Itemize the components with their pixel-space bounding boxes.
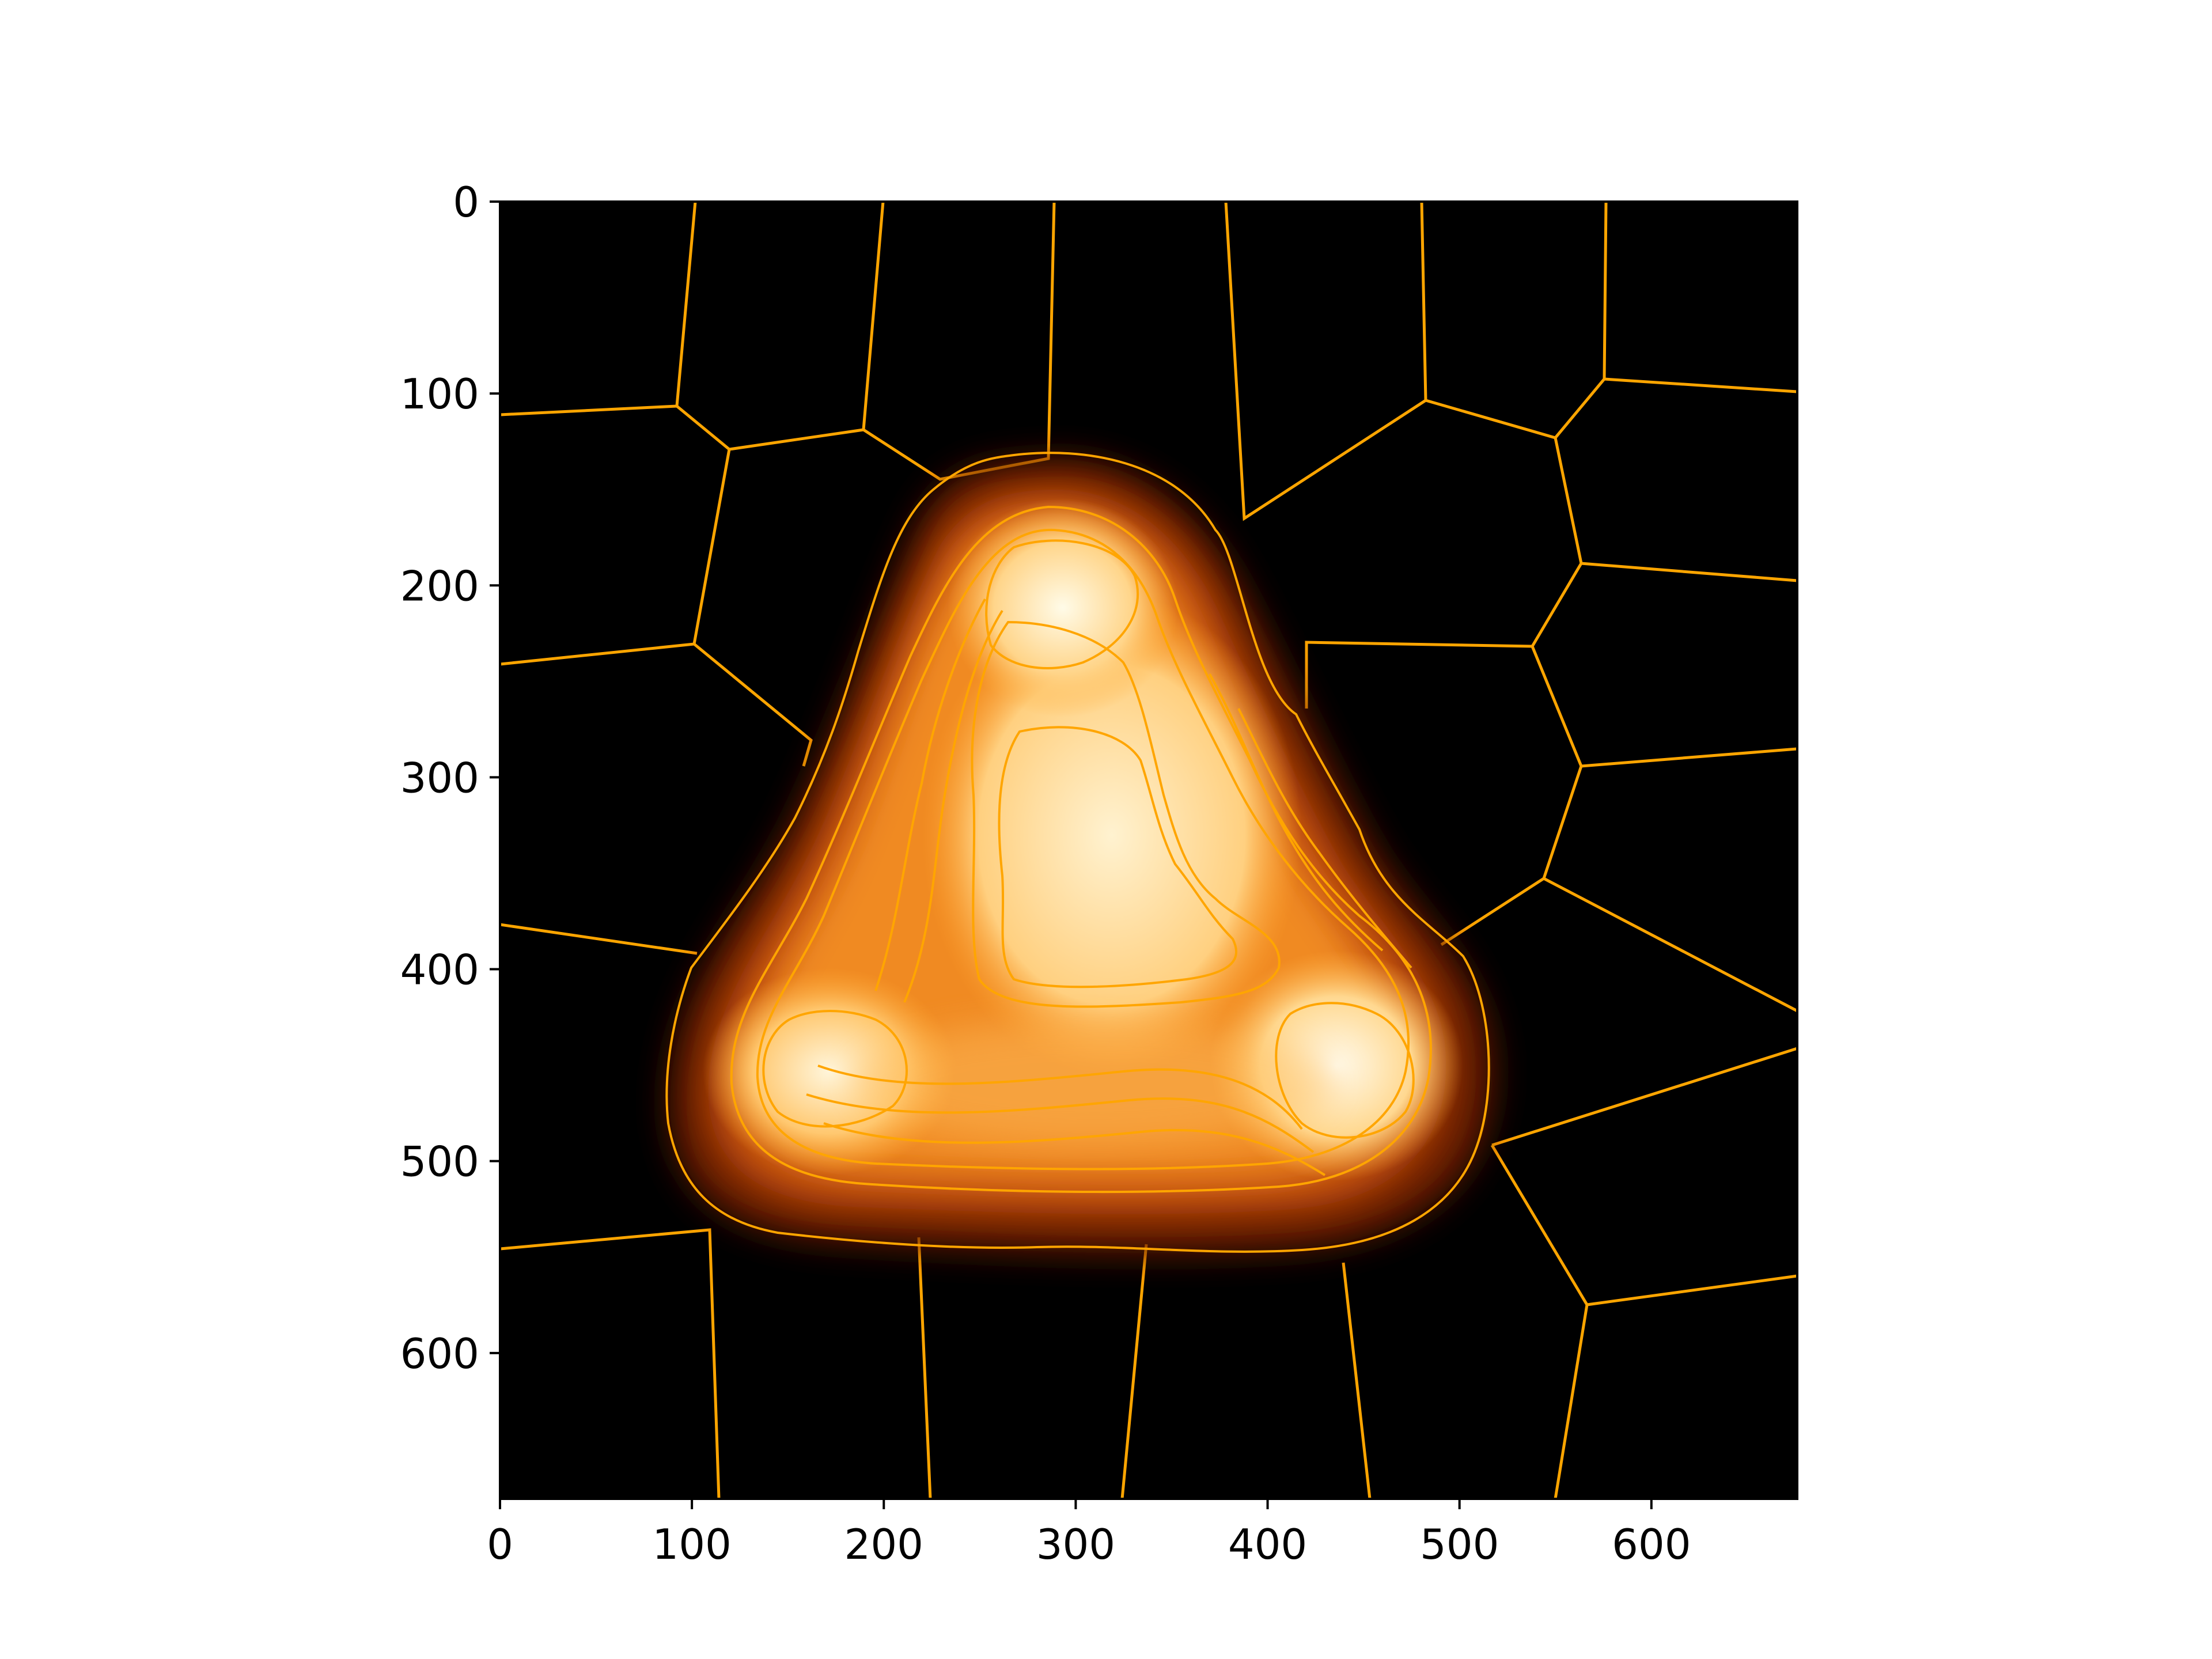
x-tick-label: 300 xyxy=(1036,1520,1115,1569)
axes-frame xyxy=(499,200,1798,1500)
y-tick-label: 400 xyxy=(400,946,479,994)
x-tick-label: 400 xyxy=(1228,1520,1307,1569)
x-tick-label: 500 xyxy=(1420,1520,1499,1569)
y-tick-label: 600 xyxy=(400,1330,479,1378)
y-tick-label: 500 xyxy=(400,1138,479,1186)
x-tick-label: 200 xyxy=(844,1520,923,1569)
x-tick-label: 0 xyxy=(487,1520,513,1569)
y-tick-label: 0 xyxy=(453,178,479,226)
contour-lines xyxy=(665,452,1490,1253)
x-tick-label: 100 xyxy=(652,1520,731,1569)
y-tick-label: 300 xyxy=(400,753,479,802)
segmentation-lines xyxy=(500,202,1797,1499)
x-tick-label: 600 xyxy=(1612,1520,1691,1569)
x-axis: 0 100 200 300 400 500 600 xyxy=(487,1499,1691,1569)
y-axis: 0 100 200 300 400 500 600 xyxy=(400,178,500,1378)
y-tick-label: 200 xyxy=(400,562,479,610)
y-tick-label: 100 xyxy=(400,370,479,418)
